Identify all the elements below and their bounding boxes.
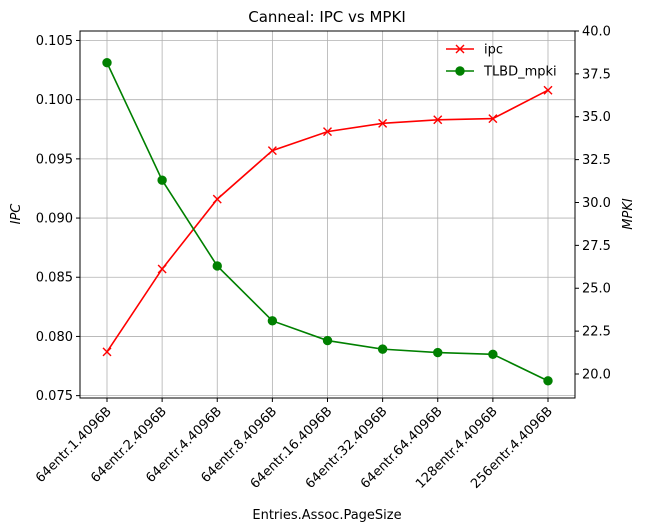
left-tick-label: 0.090	[36, 212, 73, 227]
data-point-TLBD_mpki	[488, 349, 498, 359]
right-tick-label: 30.0	[582, 196, 611, 211]
data-point-TLBD_mpki	[377, 344, 388, 354]
legend-label: TLBD_mpki	[483, 65, 557, 80]
grid	[80, 31, 575, 398]
legend-marker	[455, 66, 465, 76]
data-point-TLBD_mpki	[102, 58, 112, 68]
data-point-ipc	[267, 146, 277, 156]
right-tick-label: 22.5	[582, 325, 611, 340]
data-point-ipc	[378, 118, 388, 128]
left-tick-label: 0.080	[36, 330, 73, 345]
data-point-TLBD_mpki	[433, 347, 443, 358]
left-tick-label: 0.085	[36, 271, 73, 286]
legend-entry-ipc: ipc	[446, 43, 503, 58]
data-point-TLBD_mpki	[212, 261, 222, 271]
x-axis: 64entr.1.4096B64entr.2.4096B64entr.4.409…	[33, 398, 556, 492]
left-tick-label: 0.095	[36, 152, 73, 167]
x-marker-stroke	[267, 146, 277, 156]
chart-title: Canneal: IPC vs MPKI	[248, 8, 406, 26]
legend-entry-TLBD_mpki: TLBD_mpki	[446, 65, 557, 80]
data-point-ipc	[323, 127, 332, 137]
data-point-TLBD_mpki	[267, 316, 278, 326]
data-point-TLBD_mpki	[322, 335, 333, 346]
series-ipc	[102, 85, 553, 357]
series-TLBD_mpki	[102, 58, 553, 386]
x-axis-label: Entries.Assoc.PageSize	[252, 508, 401, 523]
series-layer	[102, 58, 553, 386]
right-tick-label: 32.5	[582, 153, 611, 168]
right-tick-label: 35.0	[582, 110, 611, 125]
x-marker-stroke	[455, 44, 465, 54]
x-marker-stroke	[378, 118, 388, 128]
x-marker-stroke	[323, 127, 332, 137]
data-point-TLBD_mpki	[157, 175, 167, 185]
left-tick-label: 0.075	[36, 389, 73, 404]
x-marker-stroke	[102, 347, 112, 357]
data-point-ipc	[488, 114, 498, 124]
left-tick-label: 0.100	[36, 93, 73, 108]
left-axis: 0.075 0.080 0.085 0.090 0.095 0.100 0.105	[36, 34, 80, 404]
right-tick-label: 40.0	[582, 25, 611, 40]
x-marker-stroke	[543, 85, 553, 95]
right-tick-label: 37.5	[582, 67, 611, 82]
x-marker-stroke	[433, 115, 443, 125]
right-tick-label: 20.0	[582, 367, 611, 382]
left-tick-label: 0.105	[36, 34, 73, 49]
data-point-ipc	[543, 85, 553, 95]
legend: ipc TLBD_mpki	[446, 43, 557, 80]
right-tick-label: 27.5	[582, 239, 611, 254]
x-marker-stroke	[157, 264, 167, 274]
right-tick-label: 25.0	[582, 282, 611, 297]
left-axis-label: IPC	[9, 203, 24, 225]
data-point-ipc	[433, 115, 443, 125]
data-point-TLBD_mpki	[543, 376, 553, 386]
legend-marker	[455, 44, 465, 54]
x-marker-stroke	[488, 114, 498, 124]
data-point-ipc	[157, 264, 167, 274]
x-marker-stroke	[212, 194, 222, 204]
legend-label: ipc	[484, 43, 503, 58]
data-point-ipc	[102, 347, 112, 357]
right-axis: 20.0 22.5 25.0 27.5 30.0 32.5 35.0 37.5 40.0	[575, 25, 611, 382]
data-point-ipc	[212, 194, 222, 204]
right-axis-label: MPKI	[621, 198, 636, 230]
